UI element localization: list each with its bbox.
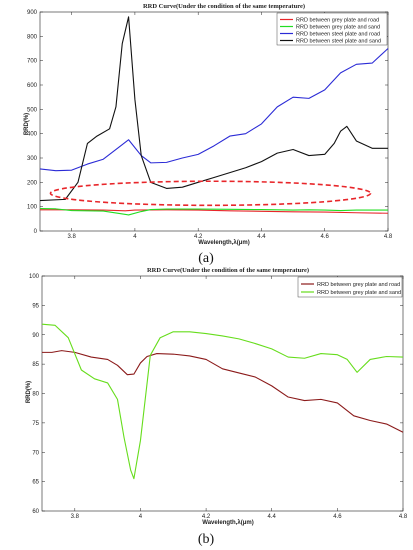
ytick-label-a-2: 200: [27, 180, 38, 186]
xtick-label-a-1: 4: [133, 234, 137, 240]
series-line-a-1: [39, 208, 388, 216]
xtick-label-a-3: 4.4: [257, 234, 266, 240]
ytick-label-a-0: 0: [34, 229, 38, 235]
legend-box-b: [297, 276, 403, 298]
ytick-label-a-5: 500: [27, 107, 38, 113]
chart-a: RRD Curve(Under the condition of the sam…: [24, 3, 393, 266]
series-line-a-3: [39, 16, 388, 202]
chart-a-xlabel: Wavelength,λ(μm): [198, 240, 249, 246]
ytick-label-a-4: 400: [27, 132, 38, 138]
ytick-label-b-0: 60: [32, 509, 39, 515]
legend-label-b-0: RRD between grey plate and road: [317, 282, 400, 288]
ytick-label-a-8: 800: [27, 34, 38, 40]
series-line-b-1: [41, 323, 404, 480]
xtick-label-b-0: 3.8: [71, 514, 80, 520]
ytick-label-b-1: 65: [32, 480, 39, 486]
xtick-label-b-5: 4.8: [399, 514, 408, 520]
series-line-a-0: [40, 209, 389, 214]
xtick-label-b-4: 4.6: [333, 514, 342, 520]
ytick-label-b-7: 95: [32, 303, 39, 309]
ytick-label-a-1: 100: [27, 205, 38, 211]
chart-b-xlabel: Wavelength,λ(μm): [202, 520, 253, 526]
chart-b-panel-label: (b): [198, 532, 215, 547]
chart-a-title: RRD Curve(Under the condition of the sam…: [143, 3, 305, 10]
xtick-label-a-4: 4.6: [321, 234, 330, 240]
ytick-label-b-5: 85: [32, 362, 39, 368]
ytick-label-b-8: 100: [29, 274, 40, 280]
chart-b-ylabel: RRD(%): [26, 381, 32, 403]
ytick-label-b-2: 70: [32, 450, 39, 456]
chart-b: RRD Curve(Under the condition of the sam…: [26, 267, 408, 547]
legend-label-b-1: RRD between grey plate and sand: [317, 290, 401, 296]
legend-label-a-3: RRD between steel plate and sand: [296, 39, 381, 45]
legend-label-a-1: RRD between grey plate and sand: [296, 25, 380, 31]
ytick-label-b-4: 80: [32, 392, 39, 398]
plot-area-b: [41, 275, 404, 512]
series-line-b-0: [42, 350, 404, 433]
series-line-a-2: [39, 48, 389, 172]
annotation-ellipse-a: [49, 180, 372, 207]
xtick-label-a-5: 4.8: [384, 234, 393, 240]
ytick-label-a-9: 900: [27, 10, 38, 16]
legend-label-a-2: RRD between steel plate and road: [296, 32, 380, 38]
xtick-label-a-0: 3.8: [67, 234, 76, 240]
chart-a-panel-label: (a): [198, 251, 214, 266]
xtick-label-b-3: 4.4: [268, 514, 277, 520]
ytick-label-a-3: 300: [27, 156, 38, 162]
plot-area-a: [39, 11, 389, 232]
ytick-label-b-3: 75: [32, 421, 39, 427]
xtick-label-b-2: 4.2: [202, 514, 211, 520]
legend-label-a-0: RRD between grey plate and road: [296, 18, 379, 24]
legend-box-a: [276, 12, 388, 46]
ytick-label-b-6: 90: [32, 333, 39, 339]
xtick-label-b-1: 4: [139, 514, 143, 520]
ytick-label-a-6: 600: [27, 83, 38, 89]
chart-b-title: RRD Curve(Under the condition of the sam…: [147, 267, 309, 274]
chart-a-ylabel: RRD(%): [24, 113, 30, 135]
xtick-label-a-2: 4.2: [194, 234, 203, 240]
ytick-label-a-7: 700: [27, 59, 38, 65]
